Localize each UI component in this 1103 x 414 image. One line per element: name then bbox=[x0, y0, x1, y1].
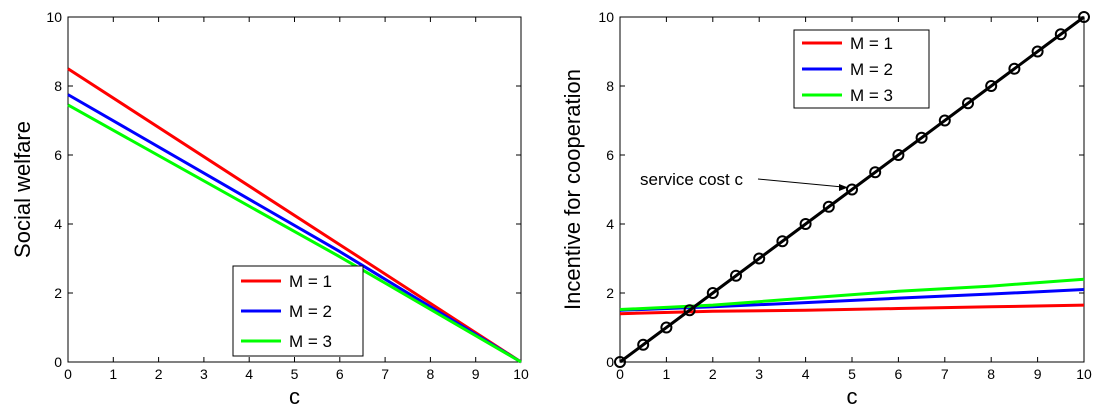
data-point bbox=[660, 321, 673, 334]
y-tick-label: 4 bbox=[606, 216, 614, 232]
series-line-m=2 bbox=[619, 288, 1085, 312]
x-tick-label: 6 bbox=[895, 366, 903, 382]
data-point bbox=[985, 80, 998, 92]
x-axis-label: c bbox=[289, 384, 300, 409]
data-point bbox=[962, 97, 974, 110]
legend-label: M = 3 bbox=[289, 332, 332, 351]
x-tick-label: 7 bbox=[381, 366, 389, 382]
legend-label: M = 3 bbox=[850, 86, 893, 105]
legend-label: M = 2 bbox=[850, 60, 893, 79]
x-tick-label: 9 bbox=[472, 366, 480, 382]
data-point bbox=[1078, 11, 1090, 23]
data-point bbox=[938, 114, 951, 127]
y-tick-label: 6 bbox=[54, 147, 62, 163]
legend-label: M = 1 bbox=[850, 34, 893, 53]
y-tick-label: 0 bbox=[606, 354, 614, 370]
y-tick-label: 10 bbox=[598, 9, 614, 25]
series-line-m=1 bbox=[619, 303, 1085, 316]
x-tick-label: 3 bbox=[755, 366, 763, 382]
x-tick-label: 4 bbox=[245, 366, 253, 382]
x-tick-label: 9 bbox=[1034, 366, 1042, 382]
x-tick-label: 10 bbox=[513, 366, 529, 382]
y-axis-label: Incentive for cooperation bbox=[560, 69, 585, 310]
x-tick-label: 6 bbox=[336, 366, 344, 382]
data-point bbox=[846, 183, 858, 196]
y-axis-label: Social welfare bbox=[10, 121, 35, 258]
data-point bbox=[1054, 28, 1067, 41]
data-point bbox=[892, 149, 905, 161]
y-tick-label: 8 bbox=[54, 78, 62, 94]
x-tick-label: 5 bbox=[291, 366, 299, 382]
x-tick-label: 8 bbox=[987, 366, 995, 382]
y-tick-label: 2 bbox=[54, 285, 62, 301]
x-tick-label: 4 bbox=[802, 366, 810, 382]
data-point bbox=[915, 131, 928, 144]
data-point bbox=[683, 304, 696, 317]
x-tick-label: 1 bbox=[109, 366, 117, 382]
data-point bbox=[1008, 62, 1021, 75]
legend-label: M = 2 bbox=[289, 302, 332, 321]
x-tick-label: 5 bbox=[848, 366, 856, 382]
x-tick-label: 3 bbox=[200, 366, 208, 382]
series-line-service-cost bbox=[619, 15, 1085, 364]
data-point bbox=[637, 338, 650, 351]
x-tick-label: 1 bbox=[663, 366, 671, 382]
data-point bbox=[706, 287, 719, 299]
data-point bbox=[869, 166, 882, 179]
series-line-m=1 bbox=[67, 67, 522, 364]
chart-2: 0 1 2 3 4 5 6 7 8 9 10 0 2 4 6 8 10 c Incentive for cooper… bbox=[560, 9, 1092, 409]
annotation-arrow-line bbox=[757, 178, 849, 188]
x-tick-label: 0 bbox=[616, 366, 624, 382]
x-tick-label: 2 bbox=[709, 366, 717, 382]
data-point bbox=[753, 252, 766, 265]
data-point bbox=[799, 218, 812, 230]
data-point bbox=[614, 356, 626, 368]
data-point bbox=[1031, 45, 1044, 58]
y-tick-label: 0 bbox=[54, 354, 62, 370]
data-point bbox=[776, 235, 789, 248]
x-tick-label: 10 bbox=[1076, 366, 1092, 382]
legend-label: M = 1 bbox=[289, 272, 332, 291]
series-line-m=3 bbox=[67, 103, 522, 364]
y-tick-label: 8 bbox=[606, 78, 614, 94]
x-tick-label: 7 bbox=[941, 366, 949, 382]
legend: M = 1 M = 2 M = 3 bbox=[232, 265, 364, 357]
y-tick-label: 4 bbox=[54, 216, 62, 232]
y-tick-label: 10 bbox=[46, 9, 62, 25]
y-tick-label: 6 bbox=[606, 147, 614, 163]
x-axis-label: c bbox=[847, 384, 858, 409]
annotation-arrowhead bbox=[839, 184, 848, 191]
x-tick-label: 2 bbox=[155, 366, 163, 382]
x-tick-label: 8 bbox=[427, 366, 435, 382]
x-tick-label: 0 bbox=[64, 366, 72, 382]
annotation-text: service cost c bbox=[640, 170, 743, 189]
data-point bbox=[730, 269, 742, 282]
y-tick-label: 2 bbox=[606, 285, 614, 301]
legend: M = 1 M = 2 M = 3 bbox=[793, 29, 930, 109]
data-point bbox=[822, 200, 835, 213]
